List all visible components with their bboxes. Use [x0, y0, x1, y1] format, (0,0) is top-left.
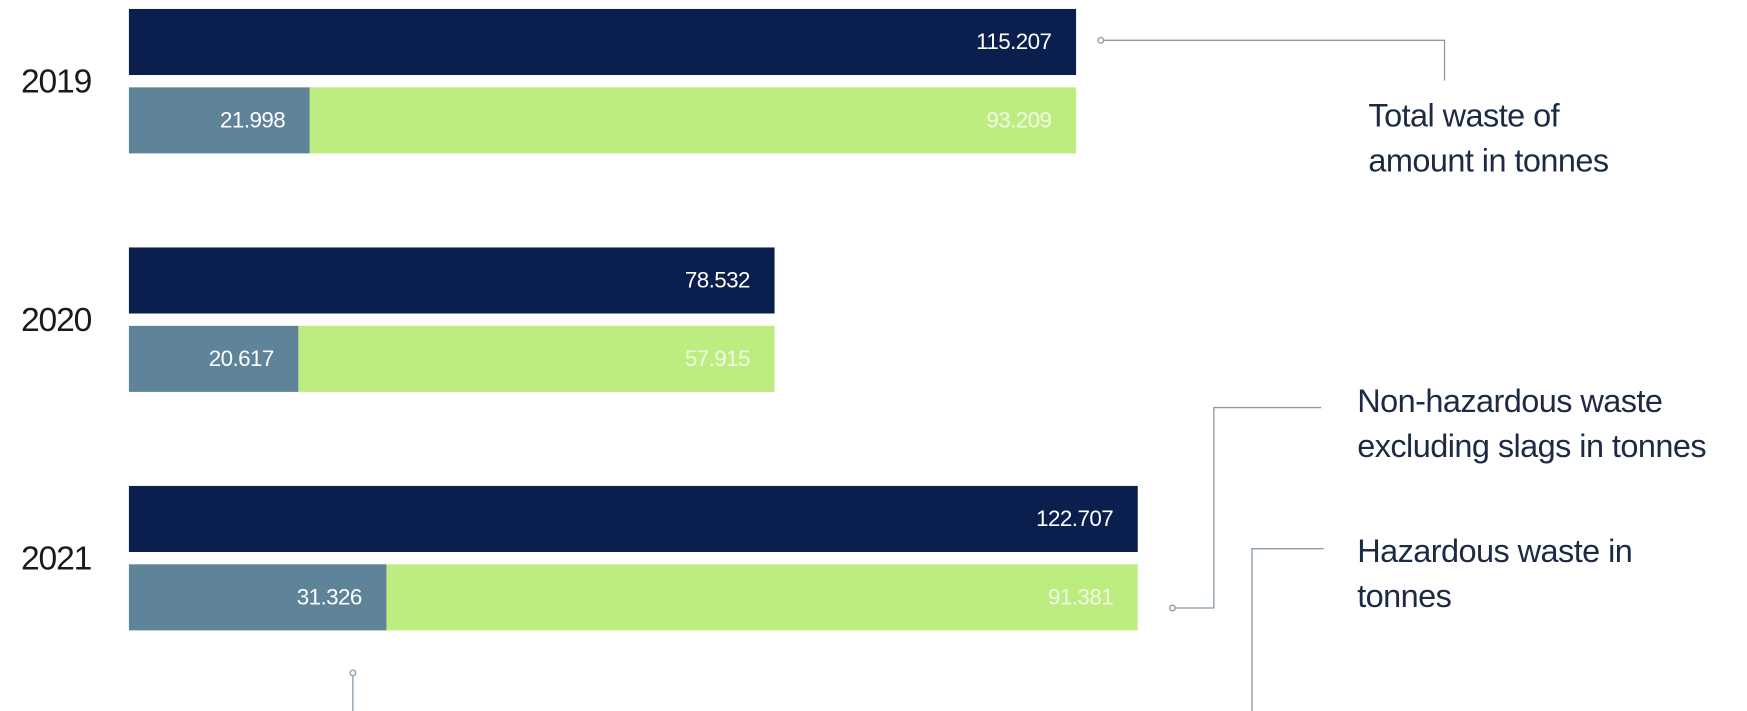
- legend-label: Non-hazardous waste excluding slags in t…: [1357, 384, 1707, 465]
- callout-line: [1175, 406, 1322, 609]
- callout-line: [1251, 547, 1324, 711]
- bar-segment: [386, 564, 1138, 631]
- bar-segment: [128, 564, 387, 631]
- category-label: 2019: [21, 63, 92, 100]
- value-label: 115.207: [976, 29, 1051, 54]
- callout-box: Hazardous waste in tonnes: [1357, 534, 1633, 615]
- bar: [128, 485, 1138, 553]
- callout-lines: [349, 36, 1446, 711]
- value-label: 31.326: [297, 584, 362, 609]
- bar-segment: [298, 325, 775, 392]
- value-label: 91.381: [1048, 584, 1113, 609]
- callout-box: Total waste of amount in tonnes: [1368, 98, 1609, 180]
- value-label: 78.532: [685, 268, 750, 293]
- legend-label: Total waste of amount in tonnes: [1368, 98, 1609, 180]
- bar-segment: [309, 87, 1077, 154]
- category-label: 2021: [21, 540, 92, 577]
- bar: [128, 247, 775, 314]
- callout-line: [1104, 39, 1446, 81]
- callout-box: Non-hazardous waste excluding slags in t…: [1357, 384, 1707, 465]
- value-label: 21.998: [220, 107, 285, 132]
- bar: [128, 8, 1077, 76]
- bar-segment: [128, 325, 299, 392]
- callout-dot: [349, 669, 357, 677]
- value-label: 122.707: [1036, 506, 1113, 531]
- value-label: 57.915: [685, 346, 750, 371]
- callout-dot: [1097, 36, 1105, 44]
- category-label: 2020: [21, 302, 92, 339]
- value-label: 93.209: [986, 107, 1051, 132]
- bar-segment: [128, 87, 310, 154]
- value-label: 20.617: [209, 346, 274, 371]
- callout-dot: [1168, 604, 1176, 612]
- legend-label: Hazardous waste in tonnes: [1357, 534, 1633, 615]
